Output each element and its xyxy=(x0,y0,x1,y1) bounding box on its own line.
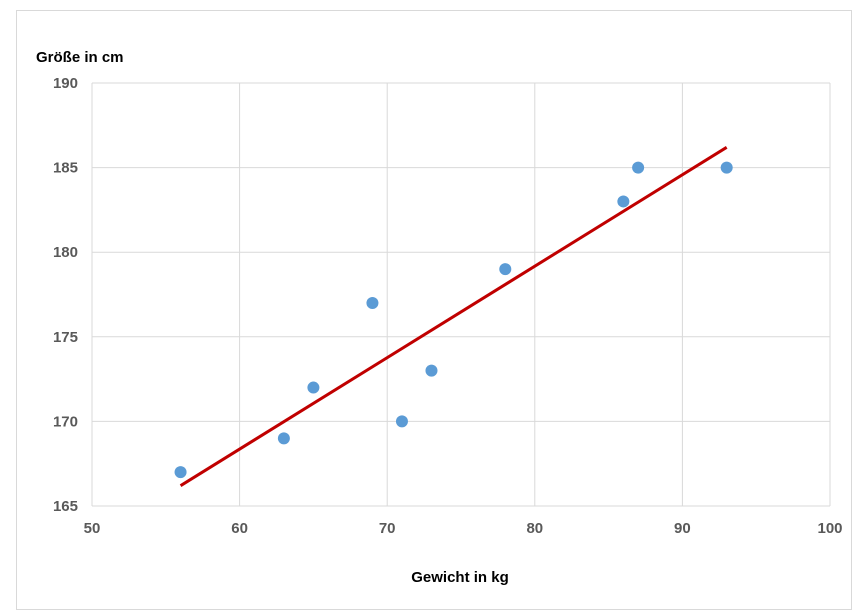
x-tick-label: 100 xyxy=(817,520,842,537)
data-point xyxy=(366,296,379,309)
y-tick-labels: 165 170 175 180 185 190 xyxy=(53,75,78,515)
trendline-group xyxy=(179,146,728,487)
y-tick-label: 165 xyxy=(53,498,78,515)
data-point xyxy=(499,263,512,276)
y-tick-label: 190 xyxy=(53,75,78,92)
data-point xyxy=(617,195,630,208)
data-point xyxy=(395,415,408,428)
scatter-chart: 50 60 70 80 90 100 165 170 175 180 185 190 Größe i… xyxy=(36,49,843,586)
data-point xyxy=(307,381,320,394)
gridlines xyxy=(91,82,831,507)
x-tick-label: 90 xyxy=(674,520,691,537)
y-tick-label: 185 xyxy=(53,160,78,177)
data-point xyxy=(277,432,290,445)
y-axis-title: Größe in cm xyxy=(36,49,124,66)
data-points xyxy=(174,161,733,479)
data-point xyxy=(174,466,187,479)
y-tick-label: 180 xyxy=(53,244,78,261)
x-tick-label: 50 xyxy=(84,520,101,537)
data-point xyxy=(425,364,438,377)
data-point xyxy=(632,161,645,174)
x-axis-title: Gewicht in kg xyxy=(411,569,509,586)
x-tick-label: 80 xyxy=(526,520,543,537)
y-tick-label: 170 xyxy=(53,413,78,430)
x-tick-labels: 50 60 70 80 90 100 xyxy=(84,520,843,537)
trendline xyxy=(179,146,728,487)
x-tick-label: 70 xyxy=(379,520,396,537)
x-tick-label: 60 xyxy=(231,520,248,537)
y-tick-label: 175 xyxy=(53,329,78,346)
data-point xyxy=(720,161,733,174)
